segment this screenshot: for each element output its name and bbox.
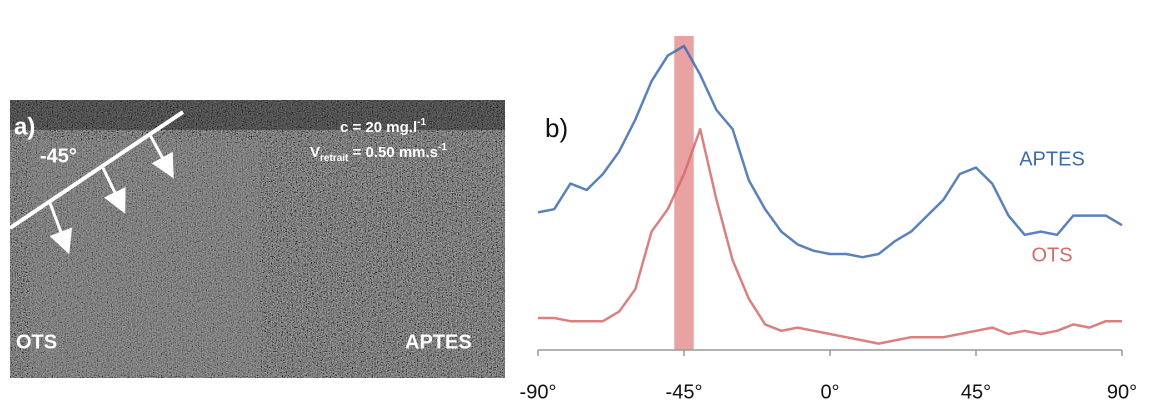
panel-label: b)	[545, 113, 568, 143]
text: = 0.50 mm.s	[348, 144, 438, 161]
concentration: c = 20 mg.l-1	[340, 117, 426, 136]
superscript: -1	[417, 117, 426, 128]
highlight-band	[674, 36, 694, 350]
x-tick-label: 90°	[1107, 381, 1137, 403]
panel-label: a)	[14, 113, 35, 140]
x-tick-label: -90°	[520, 381, 557, 403]
series-label: OTS	[1031, 244, 1072, 266]
series-label: APTES	[1019, 148, 1085, 170]
series-line	[538, 127, 1122, 345]
ots-label: OTS	[16, 331, 57, 353]
velocity: Vretrait = 0.50 mm.s-1	[310, 142, 447, 164]
micrograph: a) -45° c = 20 mg.l-1 Vretrait = 0.50 mm…	[8, 100, 505, 378]
x-tick-label: 0°	[820, 381, 839, 403]
x-tick-label: 45°	[961, 381, 991, 403]
symbol: V	[310, 144, 320, 161]
superscript: -1	[438, 142, 447, 153]
subscript: retrait	[320, 153, 349, 164]
angle-label: -45°	[40, 145, 77, 167]
text: c = 20 mg.l	[340, 119, 417, 136]
aptes-label: APTES	[405, 331, 472, 353]
x-tick-label: -45°	[666, 381, 703, 403]
series-line	[537, 44, 1123, 259]
